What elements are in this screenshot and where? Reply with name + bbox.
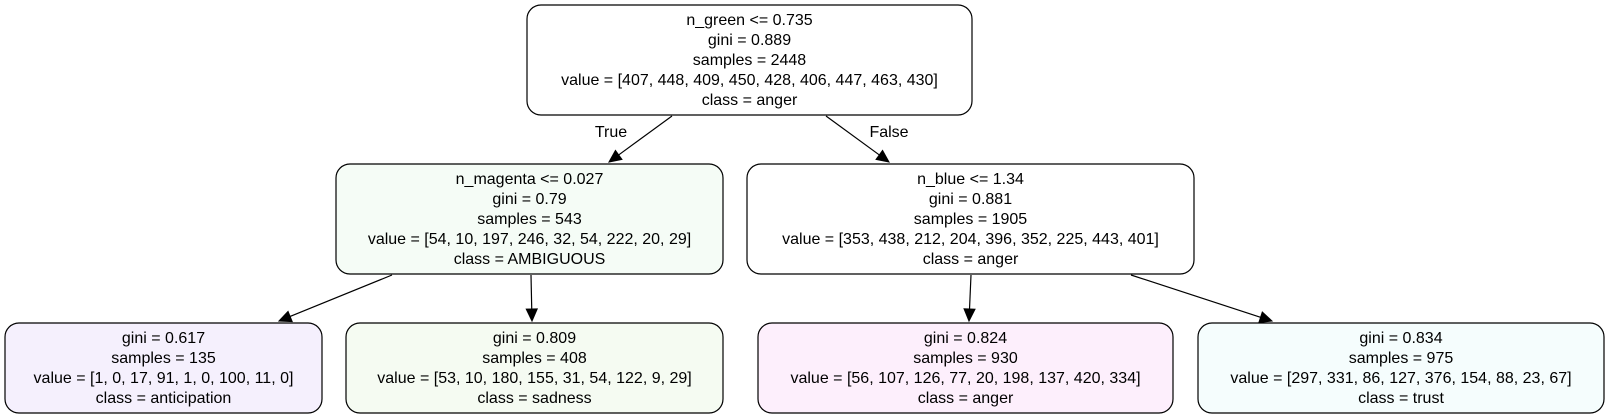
node-line: value = [297, 331, 86, 127, 376, 154, 88… <box>1230 370 1571 387</box>
edge-line <box>968 274 972 310</box>
node-box <box>746 163 1195 275</box>
edge-root-right: False <box>825 115 909 163</box>
edge-right-leaf3 <box>963 274 976 323</box>
arrowhead <box>608 149 623 163</box>
node-box <box>345 322 724 414</box>
nodes-layer: n_green <= 0.735 gini = 0.889 samples = 24… <box>4 4 1605 414</box>
node-line: samples = 1905 <box>914 211 1028 228</box>
node-line: samples = 930 <box>913 350 1018 367</box>
node-line: value = [53, 10, 180, 155, 31, 54, 122, … <box>377 370 691 387</box>
edge-root-left: True <box>595 115 673 163</box>
edge-right-leaf4 <box>1130 274 1274 324</box>
node-line: class = AMBIGUOUS <box>454 251 606 268</box>
node-line: gini = 0.809 <box>493 330 576 347</box>
node-line: n_blue <= 1.34 <box>917 171 1024 188</box>
edge-label-false: False <box>869 124 908 141</box>
node-box <box>757 322 1174 414</box>
node-line: value = [407, 448, 409, 450, 428, 406, 4… <box>561 72 938 89</box>
edge-line <box>1130 274 1261 318</box>
node-line: value = [54, 10, 197, 246, 32, 54, 222, … <box>368 231 691 248</box>
node-line: samples = 408 <box>482 350 587 367</box>
node-box <box>526 4 973 116</box>
tree-node-right: n_blue <= 1.34 gini = 0.881 samples = 1905… <box>746 163 1195 275</box>
node-line: samples = 543 <box>477 211 582 228</box>
tree-node-root: n_green <= 0.735 gini = 0.889 samples = 24… <box>526 4 973 116</box>
tree-node-left: n_magenta <= 0.027 gini = 0.79 samples = 5… <box>335 163 724 275</box>
edge-label-true: True <box>595 124 627 141</box>
node-line: gini = 0.834 <box>1359 330 1442 347</box>
node-line: gini = 0.824 <box>924 330 1007 347</box>
node-line: class = anger <box>918 390 1014 407</box>
node-line: samples = 135 <box>111 350 216 367</box>
node-line: value = [353, 438, 212, 204, 396, 352, 2… <box>782 231 1159 248</box>
edges-layer: True False <box>277 115 1274 324</box>
arrowhead <box>525 308 539 323</box>
arrowhead <box>1258 311 1274 324</box>
tree-node-leaf3: gini = 0.824 samples = 930 value = [56, 10… <box>757 322 1174 414</box>
edge-line <box>530 274 533 310</box>
node-line: class = sadness <box>477 390 591 407</box>
tree-node-leaf4: gini = 0.834 samples = 975 value = [297, 3… <box>1197 322 1605 414</box>
node-line: gini = 0.617 <box>122 330 205 347</box>
node-box <box>4 322 323 414</box>
arrowhead <box>963 308 976 323</box>
node-line: n_green <= 0.735 <box>686 12 812 29</box>
node-box <box>335 163 724 275</box>
node-line: class = anticipation <box>96 390 232 407</box>
node-line: gini = 0.79 <box>492 191 566 208</box>
edge-line <box>618 115 673 156</box>
node-line: n_magenta <= 0.027 <box>456 171 604 188</box>
node-line: class = anger <box>702 92 798 109</box>
edge-left-leaf2 <box>525 274 539 323</box>
node-box <box>1197 322 1605 414</box>
arrowhead <box>277 310 293 323</box>
tree-node-leaf1: gini = 0.617 samples = 135 value = [1, 0, … <box>4 322 323 414</box>
edge-line <box>289 274 393 318</box>
edge-left-leaf1 <box>277 274 393 323</box>
arrowhead <box>875 149 890 163</box>
node-line: samples = 975 <box>1349 350 1454 367</box>
node-line: value = [56, 107, 126, 77, 20, 198, 137,… <box>790 370 1140 387</box>
node-line: gini = 0.881 <box>929 191 1012 208</box>
node-line: class = trust <box>1358 390 1444 407</box>
edge-line <box>825 115 880 156</box>
node-line: samples = 2448 <box>693 52 807 69</box>
node-line: value = [1, 0, 17, 91, 1, 0, 100, 11, 0] <box>34 370 294 387</box>
node-line: gini = 0.889 <box>708 32 791 49</box>
node-line: class = anger <box>923 251 1019 268</box>
tree-node-leaf2: gini = 0.809 samples = 408 value = [53, 10… <box>345 322 724 414</box>
